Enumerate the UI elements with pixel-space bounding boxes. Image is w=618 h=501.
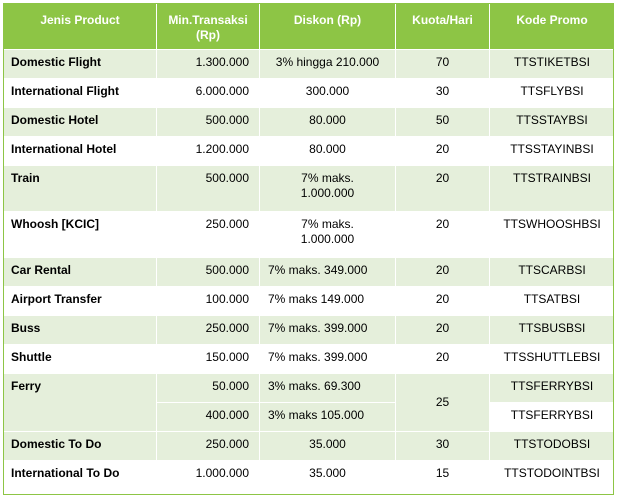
min-transaksi: 500.000 (156, 107, 260, 137)
table-row: Car Rental 500.000 7% maks. 349.000 20 T… (3, 257, 615, 287)
header-row: Jenis Product Min.Transaksi (Rp) Diskon … (3, 3, 615, 50)
product-name: International Hotel (3, 136, 157, 166)
product-name: Car Rental (3, 257, 157, 287)
diskon: 300.000 (259, 78, 396, 108)
product-name: Domestic Flight (3, 49, 157, 79)
kode-promo: TTSWHOOSHBSI (489, 211, 615, 258)
kode-promo: TTSTODOINTBSI (489, 460, 615, 490)
min-transaksi: 250.000 (156, 431, 260, 461)
product-name: Domestic Hotel (3, 107, 157, 137)
diskon: 7% maks. 1.000.000 (259, 165, 396, 212)
kode-promo: TTSTODOBSI (489, 431, 615, 461)
diskon: 7% maks. 349.000 (259, 257, 396, 287)
kode-promo: TTSTRAINBSI (489, 165, 615, 212)
kode-promo: TTSSTAYINBSI (489, 136, 615, 166)
kuota: 20 (395, 257, 490, 287)
kuota: 20 (395, 136, 490, 166)
kuota: 30 (395, 78, 490, 108)
product-name: Buss (3, 315, 157, 345)
min-transaksi: 1.200.000 (156, 136, 260, 166)
kode-promo: TTSFLYBSI (489, 78, 615, 108)
kode-promo: TTSSTAYBSI (489, 107, 615, 137)
product-name: International Flight (3, 78, 157, 108)
diskon: 7% maks. 1.000.000 (259, 211, 396, 258)
product-name: Shuttle (3, 344, 157, 374)
diskon: 7% maks. 399.000 (259, 344, 396, 374)
kode-promo: TTSATBSI (489, 286, 615, 316)
min-transaksi: 250.000 (156, 211, 260, 258)
min-transaksi: 50.000 (156, 373, 260, 403)
product-name: Whoosh [KCIC] (3, 211, 157, 258)
kuota: 70 (395, 49, 490, 79)
table-row: Airport Transfer 100.000 7% maks 149.000… (3, 286, 615, 316)
kuota: 20 (395, 344, 490, 374)
diskon-line: 1.000.000 (300, 232, 355, 246)
min-transaksi: 500.000 (156, 257, 260, 287)
table-row: Train 500.000 7% maks. 1.000.000 20 TTSTR… (3, 165, 615, 212)
diskon: 3% maks. 69.300 (259, 373, 396, 403)
kode-promo: TTSBUSBSI (489, 315, 615, 345)
min-transaksi: 150.000 (156, 344, 260, 374)
diskon: 80.000 (259, 136, 396, 166)
table-row: Whoosh [KCIC] 250.000 7% maks. 1.000.000 … (3, 211, 615, 258)
diskon-line: 1.000.000 (300, 186, 355, 200)
min-transaksi: 1.300.000 (156, 49, 260, 79)
table-row: 400.000 3% maks 105.000 TTSFERRYBSI (4, 402, 615, 432)
header-diskon: Diskon (Rp) (259, 3, 396, 50)
table-row: Shuttle 150.000 7% maks. 399.000 20 TTSS… (3, 344, 615, 374)
kode-promo: TTSCARBSI (489, 257, 615, 287)
min-transaksi: 400.000 (156, 402, 260, 432)
product-name: Domestic To Do (3, 431, 157, 461)
kuota: 20 (395, 315, 490, 345)
min-transaksi: 100.000 (156, 286, 260, 316)
diskon: 35.000 (259, 460, 396, 490)
min-transaksi: 500.000 (156, 165, 260, 212)
header-kode-promo: Kode Promo (489, 3, 615, 50)
kode-promo: TTSTIKETBSI (489, 49, 615, 79)
header-product: Jenis Product (3, 3, 157, 50)
promo-table: Jenis Product Min.Transaksi (Rp) Diskon … (3, 3, 615, 490)
kode-promo: TTSFERRYBSI (489, 402, 615, 432)
table-row: Domestic Flight 1.300.000 3% hingga 210.… (3, 49, 615, 79)
table-row: Domestic To Do 250.000 35.000 30 TTSTODO… (3, 431, 615, 461)
diskon: 80.000 (259, 107, 396, 137)
kuota: 25 (395, 373, 490, 432)
kode-promo: TTSSHUTTLEBSI (489, 344, 615, 374)
kuota: 15 (395, 460, 490, 490)
table-row: International To Do 1.000.000 35.000 15 … (3, 460, 615, 490)
min-transaksi: 1.000.000 (156, 460, 260, 490)
min-transaksi: 250.000 (156, 315, 260, 345)
kuota: 20 (395, 286, 490, 316)
diskon: 7% maks 149.000 (259, 286, 396, 316)
diskon-line: 7% maks. (301, 217, 354, 231)
table-row: Domestic Hotel 500.000 80.000 50 TTSSTAY… (3, 107, 615, 137)
kuota: 20 (395, 211, 490, 258)
kuota: 50 (395, 107, 490, 137)
table-row: Ferry 50.000 3% maks. 69.300 25 TTSFERRY… (3, 373, 615, 432)
diskon: 3% hingga 210.000 (259, 49, 396, 79)
table-row: Buss 250.000 7% maks. 399.000 20 TTSBUSB… (3, 315, 615, 345)
diskon: 3% maks 105.000 (259, 402, 396, 432)
table-row: International Hotel 1.200.000 80.000 20 … (3, 136, 615, 166)
kuota: 20 (395, 165, 490, 212)
table-row: International Flight 6.000.000 300.000 3… (3, 78, 615, 108)
product-name: Train (3, 165, 157, 212)
kuota: 30 (395, 431, 490, 461)
product-name: Ferry (3, 373, 157, 432)
header-kuota: Kuota/Hari (395, 3, 490, 50)
min-transaksi: 6.000.000 (156, 78, 260, 108)
header-min-transaksi: Min.Transaksi (Rp) (156, 3, 260, 50)
diskon: 7% maks. 399.000 (259, 315, 396, 345)
product-name: International To Do (3, 460, 157, 490)
product-name: Airport Transfer (3, 286, 157, 316)
diskon-line: 7% maks. (301, 171, 354, 185)
diskon: 35.000 (259, 431, 396, 461)
kode-promo: TTSFERRYBSI (489, 373, 615, 403)
